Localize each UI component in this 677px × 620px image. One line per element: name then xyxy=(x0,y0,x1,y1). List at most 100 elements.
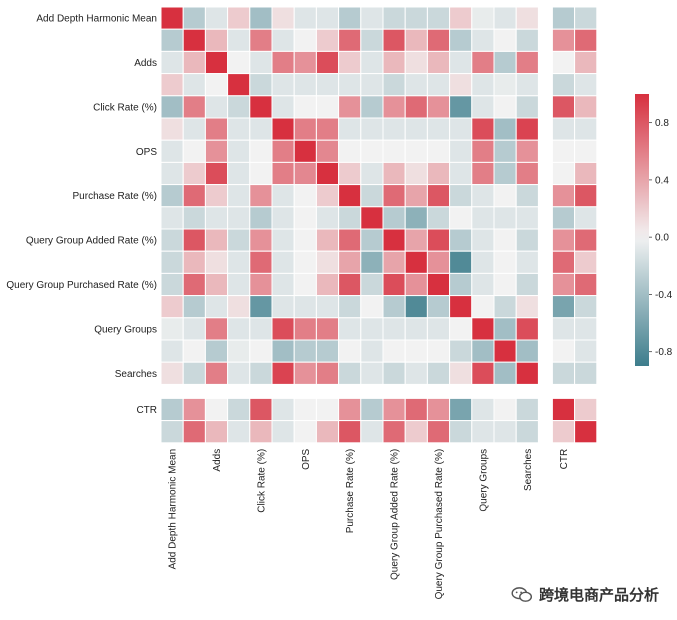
heatmap-cell xyxy=(249,95,273,119)
heatmap-cell xyxy=(382,50,406,75)
heatmap-cell xyxy=(515,397,539,422)
x-tick-label: Query Groups xyxy=(478,449,489,512)
heatmap-cell xyxy=(449,139,473,163)
heatmap-cell xyxy=(493,420,517,444)
heatmap-cell xyxy=(271,339,295,363)
heatmap-cell xyxy=(271,161,295,186)
heatmap-cell xyxy=(360,28,384,52)
heatmap-cell xyxy=(382,250,406,274)
heatmap-cell xyxy=(404,139,428,163)
colorbar-tick-label: -0.4 xyxy=(655,290,673,301)
heatmap-cell xyxy=(471,206,495,230)
heatmap-cell xyxy=(360,161,384,186)
heatmap-cell xyxy=(515,295,539,319)
heatmap-cell xyxy=(493,50,517,75)
heatmap-cell xyxy=(426,206,451,230)
heatmap-cell xyxy=(471,28,495,52)
heatmap-cell xyxy=(182,73,206,97)
heatmap-cell xyxy=(574,6,598,30)
heatmap-cell xyxy=(574,295,598,319)
heatmap-cell xyxy=(471,317,495,341)
heatmap-cell xyxy=(338,73,362,97)
heatmap-cell xyxy=(293,161,317,186)
heatmap-cell xyxy=(271,117,295,141)
heatmap-cell xyxy=(360,184,384,208)
heatmap-cell xyxy=(551,339,576,363)
heatmap-cell xyxy=(338,161,362,186)
x-tick-labels: Add Depth Harmonic Mean Adds Click Rate (%… xyxy=(168,448,570,599)
heatmap-cell xyxy=(249,361,273,385)
heatmap-cell xyxy=(426,50,451,75)
heatmap-cell xyxy=(404,420,428,444)
heatmap-cell xyxy=(449,228,473,252)
heatmap-cell xyxy=(551,206,576,230)
heatmap-cell xyxy=(160,50,184,75)
heatmap-cell xyxy=(338,272,362,297)
heatmap-cell xyxy=(315,361,340,385)
heatmap-cell xyxy=(449,50,473,75)
heatmap-cell xyxy=(204,28,229,52)
heatmap-cell xyxy=(574,28,598,52)
heatmap-cell xyxy=(515,73,539,97)
heatmap-cell xyxy=(426,73,451,97)
heatmap-cell xyxy=(315,161,340,186)
heatmap-cell xyxy=(515,139,539,163)
watermark: 跨境电商产品分析 xyxy=(511,584,659,605)
heatmap-cell xyxy=(204,295,229,319)
heatmap-cell xyxy=(227,50,251,75)
heatmap-cell xyxy=(204,361,229,385)
heatmap-cell xyxy=(227,161,251,186)
colorbar-tick-label: 0.0 xyxy=(655,233,669,244)
heatmap-cell xyxy=(315,228,340,252)
heatmap-cell xyxy=(249,6,273,30)
heatmap-cell xyxy=(574,272,598,297)
heatmap-cell xyxy=(493,117,517,141)
heatmap-cell xyxy=(293,250,317,274)
heatmap-cell xyxy=(493,272,517,297)
heatmap-cell xyxy=(515,95,539,119)
heatmap-cell xyxy=(493,295,517,319)
heatmap-cell xyxy=(574,361,598,385)
heatmap-cell xyxy=(249,272,273,297)
heatmap-cell xyxy=(182,397,206,422)
heatmap-cell xyxy=(160,139,184,163)
heatmap-cell xyxy=(426,317,451,341)
heatmap-cell xyxy=(574,250,598,274)
heatmap-cell xyxy=(227,361,251,385)
heatmap-cell xyxy=(471,361,495,385)
heatmap-cell xyxy=(382,206,406,230)
heatmap-cell xyxy=(293,317,317,341)
heatmap-cell xyxy=(293,272,317,297)
heatmap-cell xyxy=(404,50,428,75)
heatmap-cell xyxy=(382,295,406,319)
heatmap-cell xyxy=(493,161,517,186)
heatmap-cell xyxy=(227,250,251,274)
heatmap-cell xyxy=(551,250,576,274)
heatmap-cell xyxy=(551,184,576,208)
heatmap-cell xyxy=(249,295,273,319)
y-tick-label: Purchase Rate (%) xyxy=(73,191,157,202)
heatmap-cell xyxy=(249,73,273,97)
heatmap-cell xyxy=(227,397,251,422)
heatmap-cell xyxy=(404,6,428,30)
heatmap-cell xyxy=(515,361,539,385)
heatmap-cell xyxy=(382,228,406,252)
heatmap-cell xyxy=(182,361,206,385)
heatmap-cell xyxy=(449,295,473,319)
heatmap-cell xyxy=(204,339,229,363)
heatmap-cell xyxy=(449,117,473,141)
heatmap-cell xyxy=(338,206,362,230)
x-tick-label: Add Depth Harmonic Mean xyxy=(168,449,179,570)
heatmap-cell xyxy=(249,28,273,52)
heatmap-cell xyxy=(426,361,451,385)
heatmap-cell xyxy=(293,397,317,422)
heatmap-cell xyxy=(574,339,598,363)
heatmap-cell xyxy=(515,184,539,208)
heatmap-cell xyxy=(271,250,295,274)
heatmap-cell xyxy=(204,420,229,444)
heatmap-cell xyxy=(449,339,473,363)
heatmap-cell xyxy=(227,73,251,97)
heatmap-cell xyxy=(271,397,295,422)
